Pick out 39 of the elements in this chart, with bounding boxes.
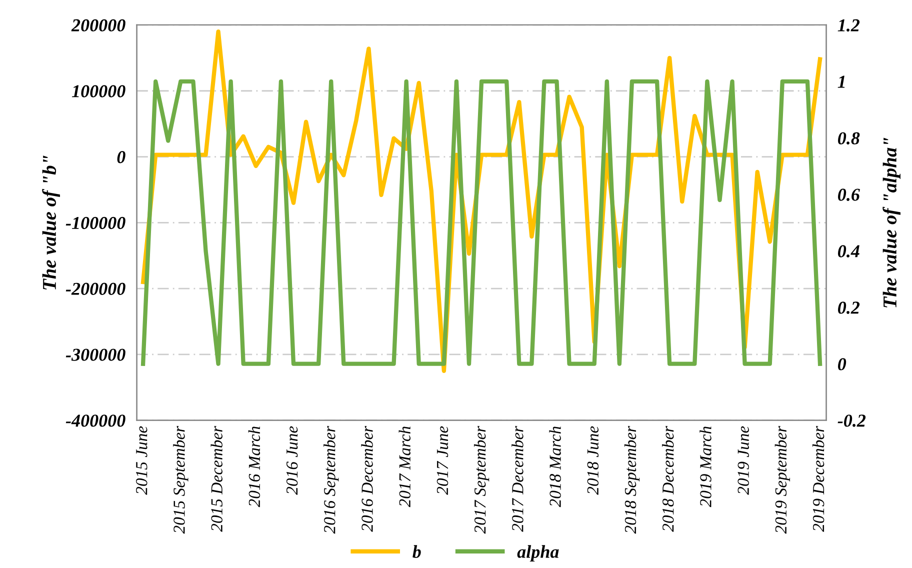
x-tick-label: 2018 March [549, 426, 561, 508]
x-tick-label: 2019 March [700, 426, 712, 508]
x-tick-label: 2015 December [210, 426, 222, 532]
x-tick-label: 2017 September [474, 426, 490, 534]
y-tick-label: -300000 [66, 348, 126, 361]
y-tick-label: 100000 [72, 85, 126, 98]
x-tick-label: 2019 September [774, 426, 790, 534]
x-tick-label: 2016 June [286, 426, 298, 495]
x-tick-label: 2016 December [361, 426, 373, 532]
x-tick-label: 2016 March [248, 426, 260, 508]
x-tick-label: 2019 June [738, 426, 749, 495]
y-tick-label: -200000 [66, 282, 126, 295]
y-tick-label: 200000 [71, 19, 126, 32]
y2-tick-label: 1 [838, 76, 845, 88]
y2-tick-label: 1.2 [838, 19, 860, 32]
x-tick-label: 2018 June [587, 426, 599, 495]
y-axis-title: The value of "b" [42, 156, 60, 290]
line-series [140, 79, 822, 366]
x-tick-label: 2015 June [136, 426, 148, 495]
x-tick-label: 2018 September [624, 426, 640, 534]
y-tick-label: -400000 [66, 414, 126, 427]
x-tick-label: 2017 December [512, 426, 524, 532]
legend-label: b [412, 545, 421, 558]
y2-tick-label: 0.6 [838, 188, 860, 201]
y2-tick-label: 0.2 [838, 302, 860, 314]
y-tick-label: 0 [117, 151, 126, 164]
x-tick-label: 2018 December [662, 426, 674, 532]
y-tick-label: -100000 [66, 216, 126, 230]
legend-label: alpha [517, 545, 559, 562]
y2-tick-label: 0 [838, 358, 846, 370]
y2-tick-label: -0.2 [838, 414, 866, 427]
y2-tick-label: 0.8 [838, 132, 860, 144]
x-tick-label: 2017 June [436, 426, 448, 495]
y2-axis-title: The value of "alpha" [882, 138, 900, 308]
y2-tick-label: 0.4 [838, 245, 860, 258]
x-tick-label: 2017 March [398, 426, 410, 508]
x-tick-label: 2016 September [324, 426, 339, 534]
x-tick-label: 2015 September [173, 426, 188, 534]
x-tick-label: 2019 December [812, 426, 824, 532]
